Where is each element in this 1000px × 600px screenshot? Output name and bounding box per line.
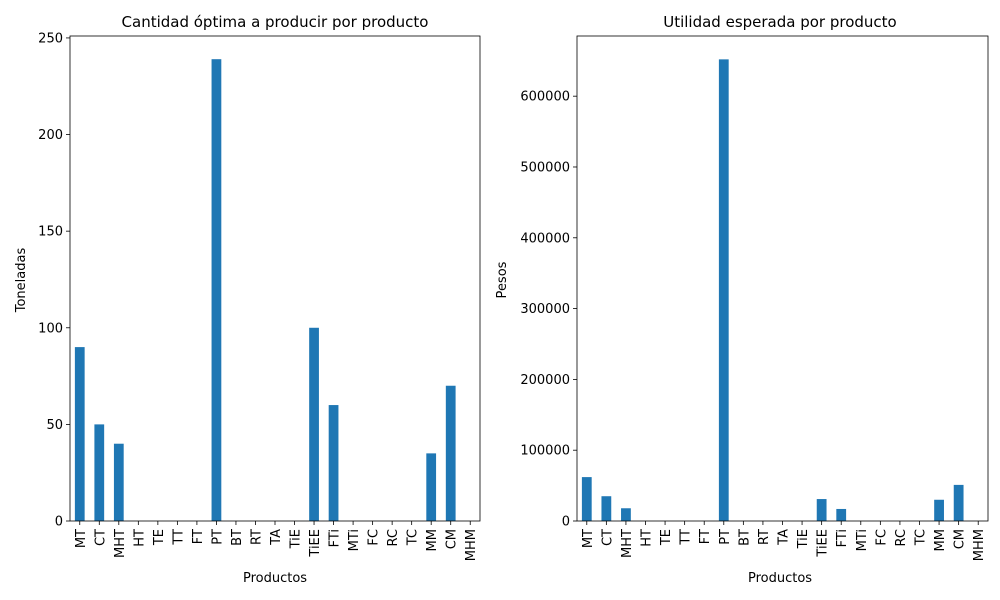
bar-MT: [581, 477, 592, 521]
x-tick-label: PT: [718, 529, 733, 545]
x-tick-label: TT: [679, 529, 694, 546]
axes-frame: [69, 35, 481, 522]
chart-title: Cantidad óptima a producir por producto: [122, 13, 429, 31]
y-axis-label: Toneladas: [14, 248, 29, 314]
y-tick-label: 100000: [520, 444, 570, 459]
x-tick-label: TE: [152, 529, 167, 546]
x-tick-label: HT: [132, 529, 147, 547]
x-tick-label: RC: [894, 529, 909, 546]
y-tick-label: 600000: [520, 90, 570, 105]
x-tick-label: FT: [698, 529, 713, 544]
bar-CT: [94, 424, 105, 521]
x-tick-label: CM: [445, 529, 460, 549]
bar-MM: [426, 453, 437, 521]
x-axis-label: Productos: [748, 571, 812, 586]
x-tick-label: TA: [269, 529, 284, 546]
x-tick-label: TiE: [796, 529, 811, 549]
chart-title: Utilidad esperada por producto: [663, 13, 897, 31]
y-tick-label: 50: [46, 418, 63, 433]
bar-TiEE: [816, 499, 827, 521]
x-tick-label: FT: [191, 529, 206, 544]
x-tick-label: TiEE: [308, 529, 323, 558]
bar-CM: [445, 385, 456, 521]
x-tick-label: MHM: [464, 529, 479, 561]
chart-cantidad-optima: Cantidad óptima a producir por producto …: [14, 13, 481, 586]
x-tick-label: RT: [249, 529, 264, 545]
x-tick-label: TiE: [289, 529, 304, 549]
y-tick-label: 150: [38, 225, 63, 240]
bar-MHT: [621, 508, 631, 521]
x-tick-label: MTi: [347, 529, 362, 551]
y-tick-label: 200000: [520, 373, 570, 388]
bar-PT: [211, 59, 222, 521]
axes-frame: [576, 35, 989, 522]
x-tick-label: RT: [757, 529, 772, 545]
x-tick-label: TA: [777, 529, 792, 546]
y-tick-label: 500000: [520, 160, 570, 175]
x-tick-label: TC: [914, 529, 929, 546]
x-tick-label: BT: [737, 529, 752, 546]
bar-TiEE: [309, 327, 319, 521]
x-tick-label: TE: [659, 529, 674, 546]
bar-FTi: [836, 508, 847, 521]
x-tick-label: MHT: [113, 529, 128, 558]
x-tick-label: BT: [230, 529, 245, 546]
y-tick-label: 0: [562, 515, 570, 530]
x-tick-label: CT: [93, 529, 108, 546]
x-tick-label: HT: [640, 529, 655, 547]
x-axis-label: Productos: [243, 571, 307, 586]
x-tick-label: FC: [367, 529, 382, 546]
bar-CM: [953, 484, 964, 521]
bar-MM: [934, 499, 944, 521]
x-tick-label: MHM: [972, 529, 987, 561]
y-tick-label: 200: [38, 128, 63, 143]
y-tick-label: 400000: [520, 231, 570, 246]
y-tick-label: 100: [38, 321, 63, 336]
x-tick-label: MM: [425, 529, 440, 551]
y-axis-label: Pesos: [495, 261, 510, 298]
bar-PT: [718, 59, 729, 522]
x-tick-label: RC: [386, 529, 401, 546]
chart-utilidad-esperada: Utilidad esperada por producto Productos…: [495, 13, 989, 586]
x-tick-label: TT: [171, 529, 186, 546]
bar-MHT: [113, 443, 124, 521]
x-tick-label: FC: [874, 529, 889, 546]
x-tick-label: MTi: [855, 529, 870, 551]
x-tick-label: MT: [74, 529, 89, 548]
x-tick-label: TiEE: [816, 529, 831, 558]
x-tick-label: TC: [406, 529, 421, 546]
bar-CT: [601, 496, 612, 521]
y-tick-label: 0: [55, 515, 63, 530]
y-tick-label: 300000: [520, 302, 570, 317]
x-tick-label: MHT: [620, 529, 635, 558]
x-tick-label: CT: [600, 529, 615, 546]
x-tick-label: PT: [210, 529, 225, 545]
x-tick-label: CM: [953, 529, 968, 549]
x-tick-label: MT: [581, 529, 596, 548]
x-tick-label: FTi: [328, 529, 343, 547]
bar-FTi: [328, 405, 339, 521]
bar-MT: [74, 347, 85, 521]
y-tick-label: 250: [38, 31, 63, 46]
x-tick-label: FTi: [835, 529, 850, 547]
x-tick-label: MM: [933, 529, 948, 551]
